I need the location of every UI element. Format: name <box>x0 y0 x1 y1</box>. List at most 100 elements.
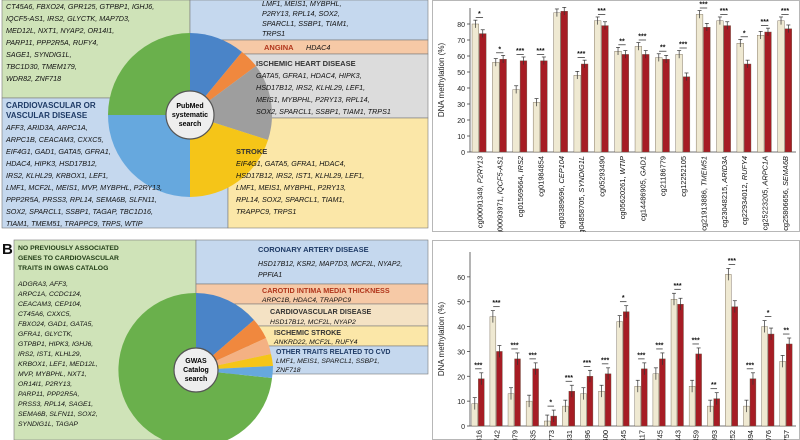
x-tick-label: cg22076 <box>764 430 773 440</box>
ihd-gene-list: GATA5, GFRA1, HDAC4, HIPK3, HSD17B12, IR… <box>256 71 391 116</box>
gene-line: EIF4G1, GAD1, GATA5, GFRA1, <box>6 147 111 156</box>
bar-control <box>652 373 660 427</box>
bar-case <box>604 373 612 427</box>
y-tick-label: 50 <box>457 300 465 307</box>
bar-case <box>682 76 691 153</box>
x-tick-label: cg06379 <box>511 430 520 440</box>
other-genes-1: LMF1, MEIS1, SPARCL1, SSBP1, <box>276 358 379 365</box>
pie-b-label-1: GWAS <box>185 358 207 365</box>
cimt-genes: ARPC1B, HDAC4, TRAPPC9 <box>261 297 351 304</box>
bar-control <box>716 20 724 153</box>
bar-control <box>489 316 497 427</box>
significance-label: ** <box>660 45 666 52</box>
pie-a-label-2: systematic <box>172 112 208 119</box>
bar-control <box>553 12 561 153</box>
bar-control <box>471 23 479 153</box>
x-tick-label: cg21186779 <box>659 156 668 196</box>
cad-genes-2: PPFIA1 <box>258 272 282 279</box>
significance-label: *** <box>598 8 606 15</box>
gene-line: KRBOX1, LEF1, MED12L, <box>18 361 98 368</box>
significance-label: *** <box>728 258 736 265</box>
bar-case <box>514 358 521 427</box>
gene-line: PPP2R5A, PRSS3, RPL14, SEMA6B, SLFN11, <box>6 195 157 204</box>
y-tick-label: 10 <box>457 399 465 406</box>
significance-label: *** <box>510 342 518 349</box>
significance-label: *** <box>761 19 769 26</box>
y-tick-label: 60 <box>457 54 465 61</box>
gene-line: IQCF5-AS1, IRS2, GLYCTK, MAP7D3, <box>6 14 130 23</box>
gene-line: MEIS1, MYBPHL, P2RY13, RPL14, <box>256 95 370 104</box>
chart-a: 0 10 20 30 40 50 60 70 80 DNA methylation (%) * cg0… <box>432 0 800 232</box>
bar-case <box>662 59 670 153</box>
y-tick-label: 30 <box>457 102 465 109</box>
pie-a-lightblue <box>108 115 190 197</box>
pie-a-yellow <box>190 115 268 197</box>
bar-case <box>784 28 792 153</box>
none-title-line: NO PREVIOUSLY ASSOCIATED <box>18 245 119 252</box>
chart-a-wrap: 0 10 20 30 40 50 60 70 80 DNA methylation (%) * cg0… <box>432 0 800 232</box>
none-title: NO PREVIOUSLY ASSOCIATED GENES TO CARDIO… <box>18 245 119 272</box>
top-right-gene-list: LMF1, MEIS1, MYBPHL, P2RY13, RPL14, SOX2… <box>262 0 349 38</box>
x-tick-label: cg10773 <box>547 430 556 440</box>
gene-line: TBC1D30, TMEM179, <box>6 62 77 71</box>
bar-case <box>601 25 609 153</box>
bar-case <box>767 333 775 427</box>
bar-case <box>478 378 485 427</box>
gene-line: CEACAM3, CEP104, <box>18 301 82 308</box>
cvd-b-title: CARDIOVASCULAR DISEASE <box>270 307 372 316</box>
angina-title: ANGINA <box>264 43 294 52</box>
stroke-gene-list: EIF4G1, GATA5, GFRA1, HDAC4, HSD17B12, I… <box>236 159 364 216</box>
gene-line: SAGE1, SYNDIG1L, <box>6 50 72 59</box>
bar-control <box>675 54 683 153</box>
bar-case <box>623 311 630 427</box>
cad-region <box>195 239 429 285</box>
bar-case <box>695 353 702 427</box>
gene-line: OR14I1, P2RY13, <box>18 381 72 388</box>
is-genes: ANKRD22, MCF2L, RUFY4 <box>273 339 358 346</box>
is-title: ISCHEMIC STROKE <box>274 328 341 337</box>
x-tick-label: cg20459 <box>692 430 701 440</box>
significance-label: *** <box>474 362 482 369</box>
gene-line: IRS2, KLHL29, KRBOX1, LEF1, <box>6 171 108 180</box>
cvd-b-genes: HSD17B12, MCF2L, NYAP2 <box>270 319 356 326</box>
bar-control <box>614 51 622 153</box>
gene-line: TRAPPC9, TRPS1 <box>236 207 296 216</box>
x-tick-label: cg13331 <box>565 430 574 440</box>
significance-label: *** <box>492 300 500 307</box>
x-tick-label: cg00093971, IQCF5-AS1 <box>496 156 505 232</box>
top-right-region <box>189 0 429 41</box>
gene-line: PRSS3, RPL14, SAGE1, <box>18 401 93 408</box>
x-tick-label: cg01984854 <box>536 156 545 197</box>
none-title-line: TRAITS IN GWAS CATALOG <box>18 265 108 272</box>
bar-control <box>779 361 786 427</box>
y-tick-label: 80 <box>457 22 465 29</box>
gene-line: SOX2, SPARCL1, SSBP1, TAGAP, TBC1D16, <box>6 207 153 216</box>
panel-b-svg: B GWAS Catalog search NO PREVIOUSLY ASSO… <box>2 239 429 440</box>
significance-label: *** <box>746 362 754 369</box>
pie-a-label-1: PubMed <box>176 103 203 110</box>
pie-b-label-3: search <box>185 376 208 383</box>
pie-a-center <box>165 90 215 140</box>
y-tick-label: 40 <box>457 86 465 93</box>
bar-case <box>703 27 711 153</box>
gene-line: ARPC1A, CCDC124, <box>17 291 82 298</box>
bar-control <box>512 89 520 153</box>
bar-case <box>499 59 507 153</box>
gene-line: PARP11, PPP2R5A, RUFY4, <box>6 38 98 47</box>
gene-line: SEMA6B, SLFN11, SOX2, <box>18 411 98 418</box>
cad-title: CORONARY ARTERY DISEASE <box>258 245 369 254</box>
x-tick-label: cg14896 <box>583 430 592 440</box>
significance-label: * <box>549 400 552 407</box>
x-tick-label: cg18117 <box>637 430 646 440</box>
bar-control <box>761 326 768 427</box>
bar-case <box>560 10 568 153</box>
bar-case <box>641 368 648 427</box>
x-tick-label: cg14486905, GAD1 <box>638 156 647 221</box>
bar-case <box>786 343 793 427</box>
x-tick-label: cg12252105 <box>679 156 688 197</box>
bar-case <box>677 303 684 427</box>
x-tick-label: cg21252 <box>728 430 737 440</box>
x-tick-label: cg25806656, SEMA6B <box>781 156 790 231</box>
